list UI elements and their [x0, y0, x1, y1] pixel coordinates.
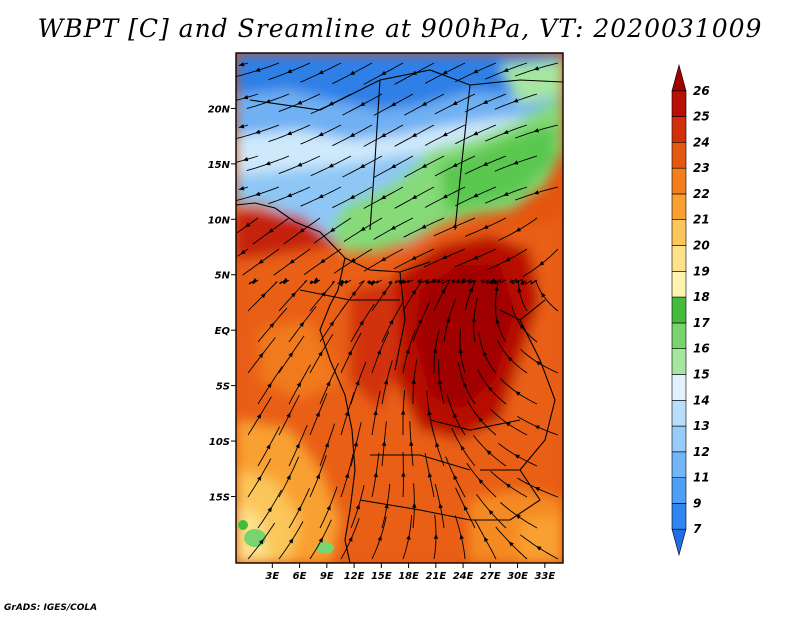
- x-tick-label: 3E: [265, 571, 279, 582]
- colorbar: 7 9 11 12 13 14 15 16 17 18 19 20 21 22 23 24 25 26: [672, 65, 710, 555]
- colorbar-swatch: [672, 426, 686, 452]
- x-tick-label: 21E: [425, 571, 446, 582]
- colorbar-label: 22: [693, 187, 710, 201]
- colorbar-label: 20: [693, 239, 710, 253]
- colorbar-swatch: [672, 478, 686, 504]
- colorbar-label: 24: [693, 135, 710, 149]
- y-tick-label: 10N: [208, 215, 231, 226]
- colorbar-swatch: [672, 503, 686, 529]
- colorbar-swatch: [672, 323, 686, 349]
- colorbar-swatch: [672, 246, 686, 272]
- colorbar-swatch: [672, 117, 686, 143]
- y-tick-label: EQ: [215, 326, 231, 337]
- y-tick-label: 20N: [208, 104, 231, 115]
- y-tick-label: 15N: [208, 160, 231, 171]
- colorbar-label: 18: [693, 290, 710, 304]
- colorbar-swatch: [672, 194, 686, 220]
- colorbar-label: 13: [693, 419, 710, 433]
- x-tick-label: 18E: [398, 571, 419, 582]
- colorbar-label: 17: [693, 316, 710, 330]
- colorbar-label: 11: [693, 471, 710, 485]
- colorbar-swatch: [672, 220, 686, 246]
- colorbar-label: 26: [693, 84, 710, 98]
- y-tick-label: 5S: [216, 382, 230, 393]
- colorbar-swatch: [672, 400, 686, 426]
- x-tick-label: 15E: [371, 571, 392, 582]
- colorbar-swatch: [672, 529, 686, 555]
- colorbar-label: 19: [693, 264, 710, 278]
- x-tick-label: 30E: [507, 571, 528, 582]
- x-axis: 3E 6E 9E 12E 15E 18E 21E 24E 27E 30E 33E: [265, 563, 555, 582]
- y-tick-label: 5N: [215, 271, 231, 282]
- colorbar-label: 7: [693, 522, 702, 536]
- colorbar-label: 25: [693, 110, 710, 124]
- colorbar-label: 12: [693, 445, 710, 459]
- colorbar-label: 16: [693, 342, 710, 356]
- colorbar-swatch: [672, 91, 686, 117]
- y-axis: 20N 15N 10N 5N EQ 5S 10S 15S: [208, 104, 236, 503]
- colorbar-label: 21: [693, 213, 710, 227]
- x-tick-label: 27E: [480, 571, 501, 582]
- colorbar-label: 14: [693, 393, 710, 407]
- colorbar-label: 9: [693, 496, 701, 510]
- x-tick-label: 6E: [293, 571, 307, 582]
- colorbar-label: 15: [693, 367, 710, 381]
- colorbar-swatch: [672, 65, 686, 91]
- colorbar-swatch: [672, 374, 686, 400]
- grads-credit: GrADS: IGES/COLA: [4, 603, 97, 613]
- colorbar-swatch: [672, 271, 686, 297]
- colorbar-swatch: [672, 452, 686, 478]
- x-tick-label: 33E: [534, 571, 555, 582]
- colorbar-label: 23: [693, 161, 710, 175]
- colorbar-swatch: [672, 297, 686, 323]
- y-tick-label: 10S: [209, 437, 230, 448]
- colorbar-swatch: [672, 349, 686, 375]
- x-tick-label: 24E: [453, 571, 474, 582]
- x-tick-label: 12E: [344, 571, 365, 582]
- colorbar-swatch: [672, 142, 686, 168]
- x-tick-label: 9E: [320, 571, 334, 582]
- colorbar-swatch: [672, 168, 686, 194]
- y-tick-label: 15S: [209, 492, 230, 503]
